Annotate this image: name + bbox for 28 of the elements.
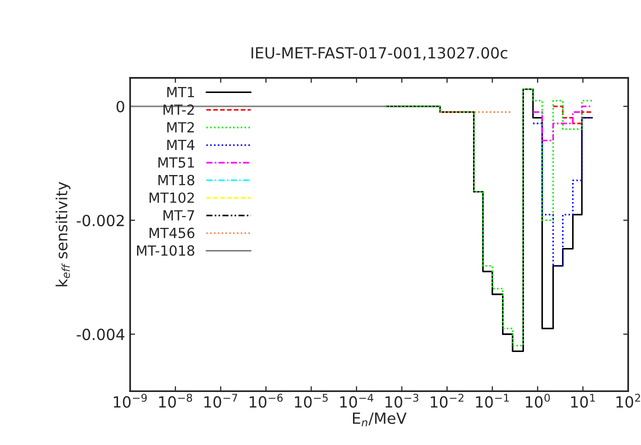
x-tick-label: 10$^{−9}$ <box>114 394 147 408</box>
legend-label: MT2 <box>167 122 194 132</box>
y-tick-label: 0 <box>116 100 124 112</box>
x-axis-title: E$_{n}$/MeV <box>353 412 407 426</box>
y-tick-label: -0.002 <box>76 214 124 226</box>
x-tick-label: 10$^{−8}$ <box>159 394 192 408</box>
x-tick-label: 10$^{0}$ <box>526 394 550 408</box>
x-tick-label: 10$^{−4}$ <box>340 394 374 408</box>
legend-label: MT102 <box>150 192 194 203</box>
legend-label: MT1 <box>167 86 194 98</box>
x-tick-label: 10$^{1}$ <box>571 394 595 408</box>
y-tick-label: -0.004 <box>76 328 124 340</box>
chart-title: IEU-MET-FAST-017-001,13027.00c <box>252 47 508 60</box>
legend-label: MT456 <box>150 228 194 238</box>
legend-label: MT-1018 <box>137 245 194 256</box>
x-tick-label: 10$^{−3}$ <box>386 394 418 408</box>
legend-label: MT-2 <box>164 104 194 115</box>
x-tick-label: 10$^{−2}$ <box>430 394 464 408</box>
y-axis-title: k$_{eff}$ sensitivity <box>56 182 70 286</box>
x-tick-label: 10$^{−6}$ <box>250 394 283 408</box>
legend-label: MT-7 <box>164 210 194 220</box>
x-tick-label: 10$^{2}$ <box>616 394 640 408</box>
x-tick-label: 10$^{−5}$ <box>294 394 328 408</box>
legend-label: MT4 <box>167 140 194 150</box>
x-tick-label: 10$^{−1}$ <box>476 394 509 408</box>
legend-label: MT18 <box>158 174 194 186</box>
legend-label: MT51 <box>158 157 194 168</box>
x-tick-label: 10$^{−7}$ <box>204 394 238 408</box>
